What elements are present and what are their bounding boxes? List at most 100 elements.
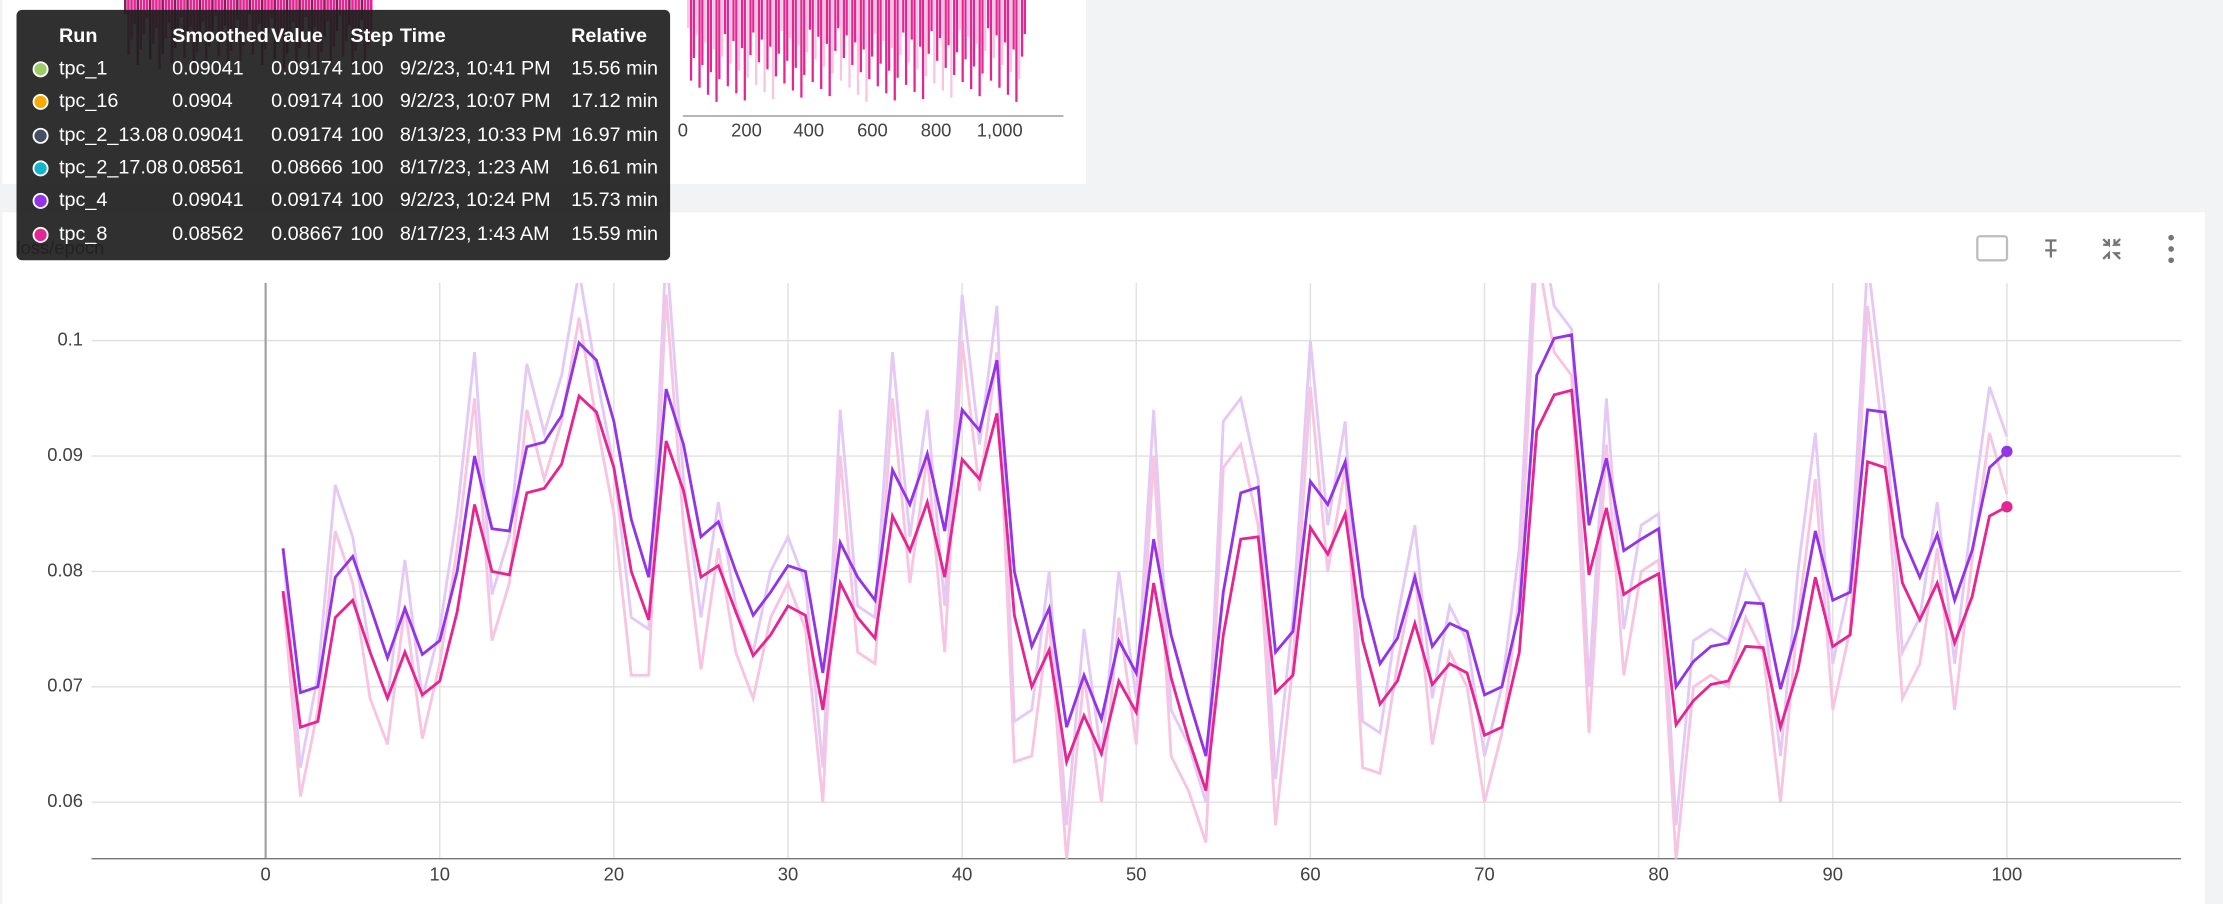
background-bar xyxy=(868,0,871,80)
collapse-button[interactable] xyxy=(2102,238,2121,260)
background-bar xyxy=(882,0,885,42)
tooltip-header: Time xyxy=(400,25,446,47)
background-bar xyxy=(687,0,690,29)
tooltip-cell: 0.08561 xyxy=(172,157,244,179)
background-tick-label: 200 xyxy=(731,119,762,140)
tooltip-cell: 8/17/23, 1:23 AM xyxy=(400,157,550,179)
background-bar xyxy=(780,0,783,32)
tooltip-cell: 0.09174 xyxy=(271,90,343,112)
background-bar xyxy=(975,0,978,44)
tooltip-cell: 9/2/23, 10:24 PM xyxy=(400,189,551,211)
background-bar xyxy=(746,0,749,78)
background-bar xyxy=(726,0,729,87)
background-bar xyxy=(950,0,953,98)
tooltip-cell: 17.12 min xyxy=(571,90,658,112)
pin-button[interactable] xyxy=(2045,239,2057,258)
background-bar xyxy=(706,0,710,95)
background-bar xyxy=(910,0,913,40)
background-bar xyxy=(842,0,845,59)
background-bar xyxy=(774,0,778,77)
background-bar xyxy=(859,0,862,73)
background-bar xyxy=(709,0,712,73)
x-tick-label: 10 xyxy=(430,864,450,885)
background-bar xyxy=(1023,0,1027,34)
background-bar xyxy=(1009,0,1012,73)
fit-button[interactable] xyxy=(1976,235,2009,262)
run-swatch xyxy=(32,61,49,78)
background-bar xyxy=(749,0,752,56)
x-tick-label: 80 xyxy=(1648,864,1668,885)
x-tick-label: 50 xyxy=(1126,864,1146,885)
background-bar xyxy=(777,0,780,54)
background-bar xyxy=(788,0,792,39)
background-bar xyxy=(873,0,877,34)
background-bar xyxy=(817,0,820,37)
background-bar xyxy=(936,0,939,61)
background-bar xyxy=(995,0,998,36)
tooltip-cell: 0.08562 xyxy=(172,223,244,245)
background-bar xyxy=(214,0,217,16)
background-bar xyxy=(721,0,724,57)
background-bar xyxy=(865,0,868,102)
background-bar xyxy=(180,0,183,17)
background-bar xyxy=(970,0,973,90)
background-bar xyxy=(904,0,908,85)
run-swatch xyxy=(32,192,49,209)
background-bar xyxy=(814,0,817,60)
background-bar xyxy=(879,0,882,64)
background-bar xyxy=(964,0,967,60)
background-bar xyxy=(270,0,273,19)
background-bar xyxy=(947,0,950,46)
x-tick-label: 40 xyxy=(952,864,972,885)
tooltip-cell: 0.09041 xyxy=(172,124,244,146)
background-bar xyxy=(885,0,888,94)
tooltip-cell: 100 xyxy=(350,157,383,179)
background-bar xyxy=(1020,0,1024,57)
background-bar xyxy=(958,0,961,30)
background-bar xyxy=(701,0,704,66)
background-bar xyxy=(927,0,930,54)
background-bar xyxy=(811,0,814,83)
background-bar xyxy=(837,0,840,29)
background-bar xyxy=(822,0,826,67)
background-bar xyxy=(803,0,806,75)
background-bar xyxy=(740,0,744,49)
background-bar xyxy=(955,0,959,53)
tooltip-cell: 100 xyxy=(350,90,383,112)
background-bar xyxy=(916,0,919,70)
y-tick-label: 0.06 xyxy=(47,790,83,811)
background-bar xyxy=(791,0,795,91)
background-bar xyxy=(715,0,718,102)
tooltip-cell: 9/2/23, 10:41 PM xyxy=(400,58,551,80)
background-bar xyxy=(978,0,981,97)
run-swatch xyxy=(32,93,49,110)
tooltip-cell: 0.09041 xyxy=(172,189,244,211)
background-bar xyxy=(907,0,911,63)
menu-button[interactable] xyxy=(2168,234,2174,264)
tooltip-cell: tpc_2_13.08 xyxy=(59,124,168,146)
tooltip-cell: 0.09174 xyxy=(271,124,343,146)
tooltip-cell: 15.73 min xyxy=(571,189,658,211)
x-tick-label: 0 xyxy=(261,864,271,885)
background-bar xyxy=(808,0,812,30)
background-tick-label: 800 xyxy=(921,119,952,140)
background-bar xyxy=(695,0,698,36)
background-bar xyxy=(890,0,894,49)
background-bar xyxy=(899,0,902,56)
background-bar xyxy=(831,0,834,74)
background-bar xyxy=(913,0,916,92)
x-tick-label: 90 xyxy=(1823,864,1843,885)
raw-line xyxy=(281,282,2009,826)
background-bar xyxy=(769,0,772,47)
smoothed-line xyxy=(281,333,2008,757)
tooltip-cell: 100 xyxy=(350,189,383,211)
end-dot xyxy=(2001,445,2013,458)
background-bar xyxy=(972,0,976,67)
background-bar xyxy=(921,0,925,100)
background-bar xyxy=(763,0,766,92)
background-bar xyxy=(893,0,896,101)
background-bar xyxy=(797,0,800,46)
smoothed-line xyxy=(281,388,2008,792)
background-bar xyxy=(145,0,149,19)
